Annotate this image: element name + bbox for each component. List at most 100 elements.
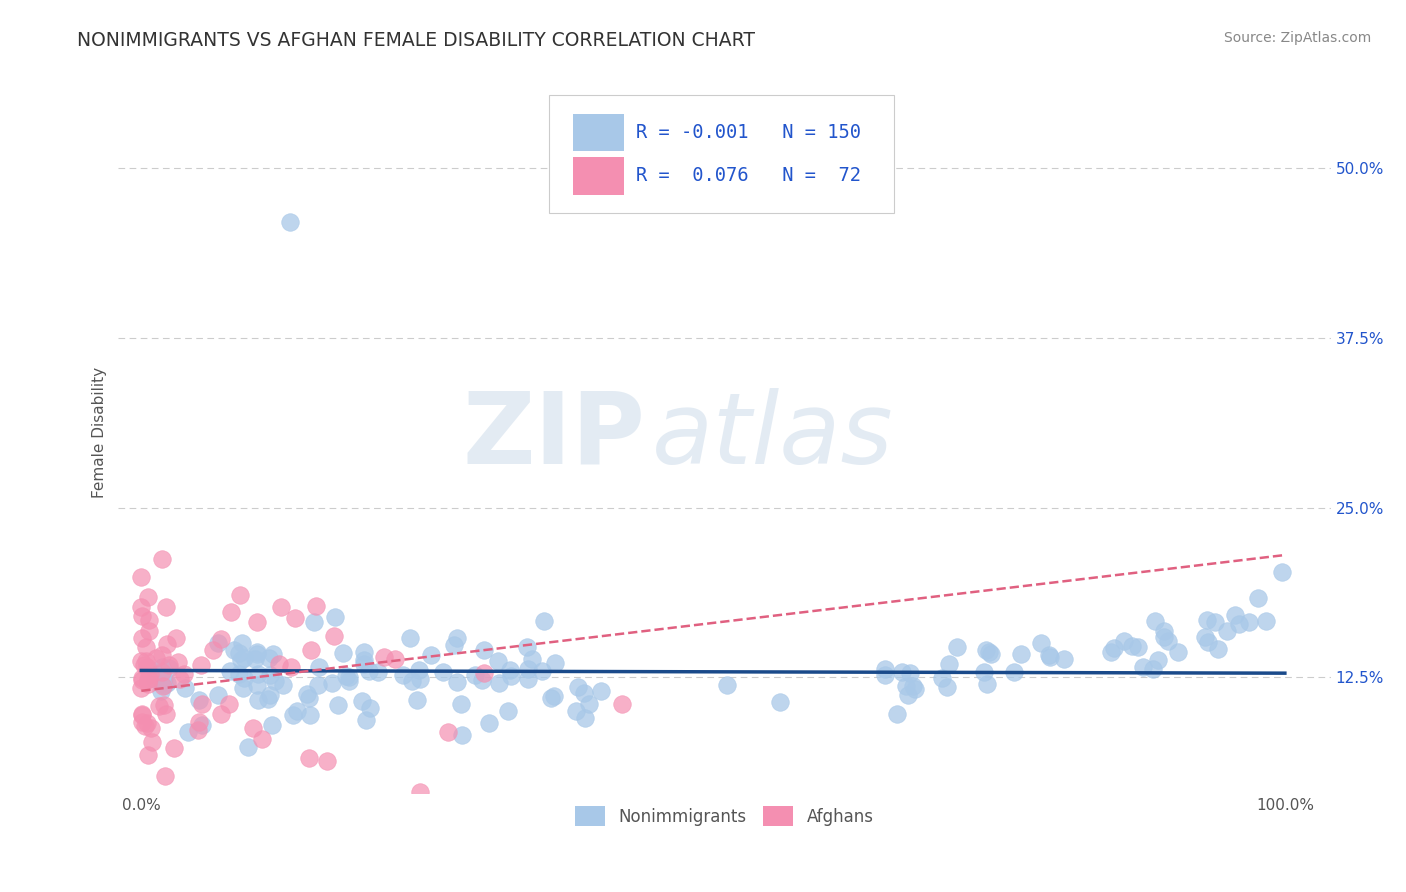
- Point: [138, 613, 160, 627]
- Point: [357, 664, 380, 678]
- Point: [1144, 615, 1167, 629]
- Point: [1121, 639, 1143, 653]
- Point: [401, 674, 423, 689]
- Point: [873, 661, 896, 675]
- Point: [408, 663, 430, 677]
- Point: [270, 599, 292, 614]
- Point: [191, 718, 214, 732]
- Point: [1146, 653, 1168, 667]
- Point: [470, 673, 492, 688]
- Point: [1227, 617, 1250, 632]
- Point: [305, 599, 328, 613]
- Point: [488, 675, 510, 690]
- Point: [135, 655, 157, 669]
- Point: [1053, 652, 1076, 666]
- Point: [139, 666, 162, 681]
- Point: [131, 707, 153, 722]
- Point: [332, 646, 354, 660]
- Point: [443, 638, 465, 652]
- FancyBboxPatch shape: [574, 157, 624, 194]
- Point: [149, 684, 172, 698]
- Point: [231, 636, 253, 650]
- Point: [406, 692, 429, 706]
- Point: [315, 754, 337, 768]
- Point: [187, 723, 209, 737]
- Point: [267, 657, 290, 671]
- Point: [209, 706, 232, 721]
- Point: [256, 692, 278, 706]
- Point: [353, 653, 375, 667]
- Point: [1237, 615, 1260, 629]
- Point: [980, 648, 1002, 662]
- Point: [973, 665, 995, 679]
- Point: [143, 673, 166, 687]
- Point: [145, 650, 167, 665]
- FancyBboxPatch shape: [574, 114, 624, 152]
- Point: [367, 665, 389, 680]
- Point: [224, 642, 246, 657]
- Point: [173, 667, 195, 681]
- Point: [533, 614, 555, 628]
- Point: [259, 668, 281, 682]
- Point: [335, 669, 357, 683]
- Point: [446, 675, 468, 690]
- Point: [228, 646, 250, 660]
- Point: [901, 679, 924, 693]
- Point: [898, 666, 921, 681]
- Point: [218, 697, 240, 711]
- Point: [716, 678, 738, 692]
- Point: [148, 698, 170, 713]
- Point: [228, 667, 250, 681]
- Point: [931, 671, 953, 685]
- Point: [408, 673, 430, 687]
- Point: [1271, 566, 1294, 580]
- Point: [567, 680, 589, 694]
- Point: [135, 716, 157, 731]
- Point: [1254, 614, 1277, 628]
- Point: [299, 643, 322, 657]
- Point: [155, 769, 177, 783]
- Point: [262, 647, 284, 661]
- Point: [131, 708, 153, 723]
- Point: [353, 645, 375, 659]
- Point: [1010, 647, 1032, 661]
- Point: [131, 681, 153, 695]
- Point: [359, 700, 381, 714]
- Point: [938, 657, 960, 671]
- Point: [1039, 649, 1062, 664]
- Point: [565, 705, 588, 719]
- Point: [896, 679, 918, 693]
- Point: [139, 721, 162, 735]
- Point: [299, 707, 322, 722]
- Point: [246, 678, 269, 692]
- Point: [516, 672, 538, 686]
- Point: [1153, 624, 1175, 639]
- Point: [232, 681, 254, 695]
- Point: [285, 704, 308, 718]
- Point: [207, 636, 229, 650]
- Point: [131, 654, 153, 668]
- Point: [150, 552, 173, 566]
- Point: [1112, 633, 1135, 648]
- Point: [384, 652, 406, 666]
- Point: [540, 690, 562, 705]
- Point: [516, 640, 538, 654]
- Point: [373, 650, 395, 665]
- Text: atlas: atlas: [652, 388, 893, 485]
- Point: [897, 689, 920, 703]
- Point: [520, 652, 543, 666]
- Point: [131, 714, 153, 729]
- Point: [472, 666, 495, 681]
- Point: [574, 711, 596, 725]
- Point: [904, 682, 927, 697]
- Point: [886, 706, 908, 721]
- Point: [229, 588, 252, 602]
- Text: ZIP: ZIP: [463, 388, 645, 485]
- Point: [150, 665, 173, 679]
- Point: [246, 667, 269, 681]
- Point: [152, 698, 174, 712]
- Point: [157, 661, 180, 675]
- Point: [307, 678, 329, 692]
- Legend: Nonimmigrants, Afghans: Nonimmigrants, Afghans: [567, 797, 882, 835]
- Point: [245, 615, 267, 630]
